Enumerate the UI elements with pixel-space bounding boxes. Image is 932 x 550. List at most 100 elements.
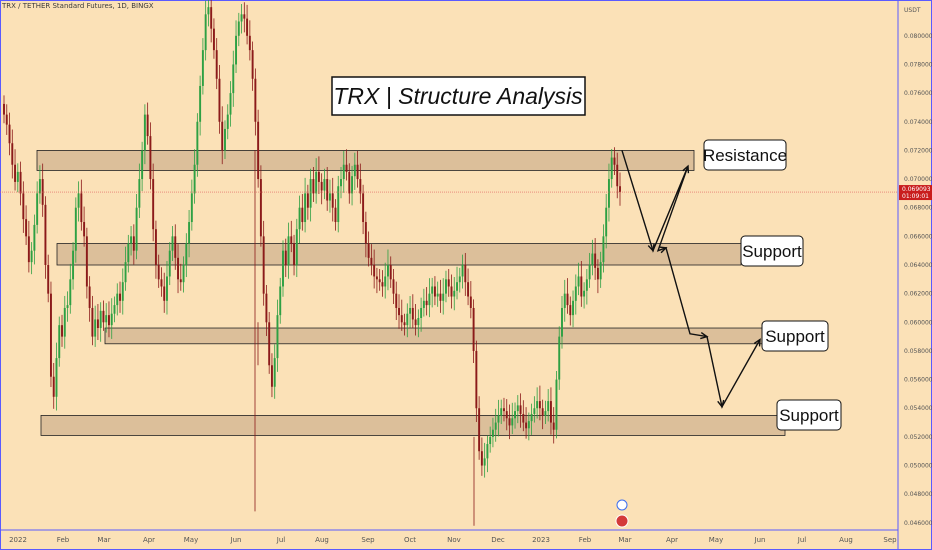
candle-body xyxy=(63,307,66,337)
candle-body xyxy=(166,276,168,301)
x-tick-label: Mar xyxy=(618,536,631,544)
candle-body xyxy=(185,243,188,265)
candle-body xyxy=(563,293,566,308)
candle-body xyxy=(398,307,400,316)
y-tick-label: 0.060000 xyxy=(904,319,932,326)
candle-body xyxy=(141,150,144,180)
candle-body xyxy=(605,207,608,237)
candle-body xyxy=(353,164,356,177)
candle-body xyxy=(328,193,331,201)
candle-body xyxy=(483,458,486,466)
current-price-badge xyxy=(899,185,932,201)
y-tick-label: 0.072000 xyxy=(904,147,932,154)
candle-body xyxy=(276,315,279,359)
chart-title-box xyxy=(331,76,586,116)
candle-body xyxy=(386,265,389,277)
zone-label-1: Support xyxy=(740,235,804,267)
x-tick-label: 2022 xyxy=(9,536,27,544)
candle-body xyxy=(494,422,497,430)
candle-body xyxy=(248,35,251,51)
candle-body xyxy=(130,236,133,244)
candle-body xyxy=(52,376,55,397)
candle-body xyxy=(171,236,174,251)
candle-body xyxy=(442,293,445,301)
candle-body xyxy=(243,14,246,19)
candle-body xyxy=(619,186,621,192)
candle-body xyxy=(580,276,583,297)
candle-body xyxy=(259,179,262,237)
candle-body xyxy=(315,171,318,194)
projection-arrowhead xyxy=(717,399,725,409)
candle-body xyxy=(143,114,146,151)
candle-body xyxy=(152,179,155,230)
candle-body xyxy=(331,193,334,208)
y-tick-label: 0.052000 xyxy=(904,434,932,441)
candle-body xyxy=(422,300,425,308)
candle-body xyxy=(613,157,616,165)
candle-body xyxy=(594,253,597,268)
zone-label-3: Support xyxy=(776,399,842,431)
candle-body xyxy=(602,236,605,263)
candle-body xyxy=(279,286,282,316)
candle-body xyxy=(475,350,478,409)
projection-arrowhead xyxy=(682,164,690,174)
candle-body xyxy=(541,408,544,416)
candle-body xyxy=(121,282,124,301)
zone-2 xyxy=(104,327,763,345)
candle-body xyxy=(389,265,392,280)
candle-body xyxy=(351,176,354,194)
candle-body xyxy=(547,401,550,412)
candle-body xyxy=(36,193,39,225)
candle-body xyxy=(367,243,370,258)
candle-body xyxy=(138,179,141,208)
candle-body xyxy=(127,243,130,263)
candle-body xyxy=(22,193,25,220)
candle-body xyxy=(270,365,273,387)
candle-body xyxy=(480,451,483,466)
candle-body xyxy=(295,229,298,265)
projection-arrowhead xyxy=(753,338,761,347)
candle-body xyxy=(417,318,420,326)
y-tick-label: 0.080000 xyxy=(904,33,932,40)
candle-body xyxy=(599,262,602,280)
x-tick-label: Jun xyxy=(230,536,242,544)
candle-body xyxy=(420,307,423,318)
candle-body xyxy=(188,222,191,244)
candle-body xyxy=(447,279,450,287)
candle-body xyxy=(607,179,610,208)
candle-body xyxy=(544,411,547,416)
candle-body xyxy=(290,236,293,244)
zone-3 xyxy=(40,415,786,436)
candle-body xyxy=(177,257,179,280)
candle-body xyxy=(160,279,163,287)
candle-body xyxy=(221,121,224,151)
x-tick-label: Mar xyxy=(97,536,110,544)
zone-label-text: Resistance xyxy=(703,146,787,165)
y-tick-label: 0.078000 xyxy=(904,61,932,68)
current-price-label: 0.069093 xyxy=(902,186,931,193)
candle-body xyxy=(309,179,312,208)
candle-body xyxy=(373,265,376,277)
y-tick-label: 0.056000 xyxy=(904,377,932,384)
candle-body xyxy=(132,236,135,251)
candle-body xyxy=(585,279,588,291)
candle-body xyxy=(536,401,539,409)
candle-body xyxy=(453,290,456,297)
x-tick-label: Feb xyxy=(57,536,70,544)
candle-body xyxy=(11,143,14,165)
candle-body xyxy=(362,193,365,223)
candle-body xyxy=(577,276,580,287)
candle-body xyxy=(262,236,265,294)
currency-label: USDT xyxy=(904,7,921,14)
x-tick-label: Jul xyxy=(797,536,807,544)
candle-body xyxy=(207,7,210,15)
candle-body xyxy=(226,114,229,129)
candle-body xyxy=(409,307,412,314)
projection-arrowhead xyxy=(647,243,655,253)
candle-body xyxy=(395,293,398,308)
candle-body xyxy=(616,164,619,187)
candle-body xyxy=(74,207,77,251)
candle-body xyxy=(508,418,511,426)
candle-body xyxy=(411,307,414,320)
